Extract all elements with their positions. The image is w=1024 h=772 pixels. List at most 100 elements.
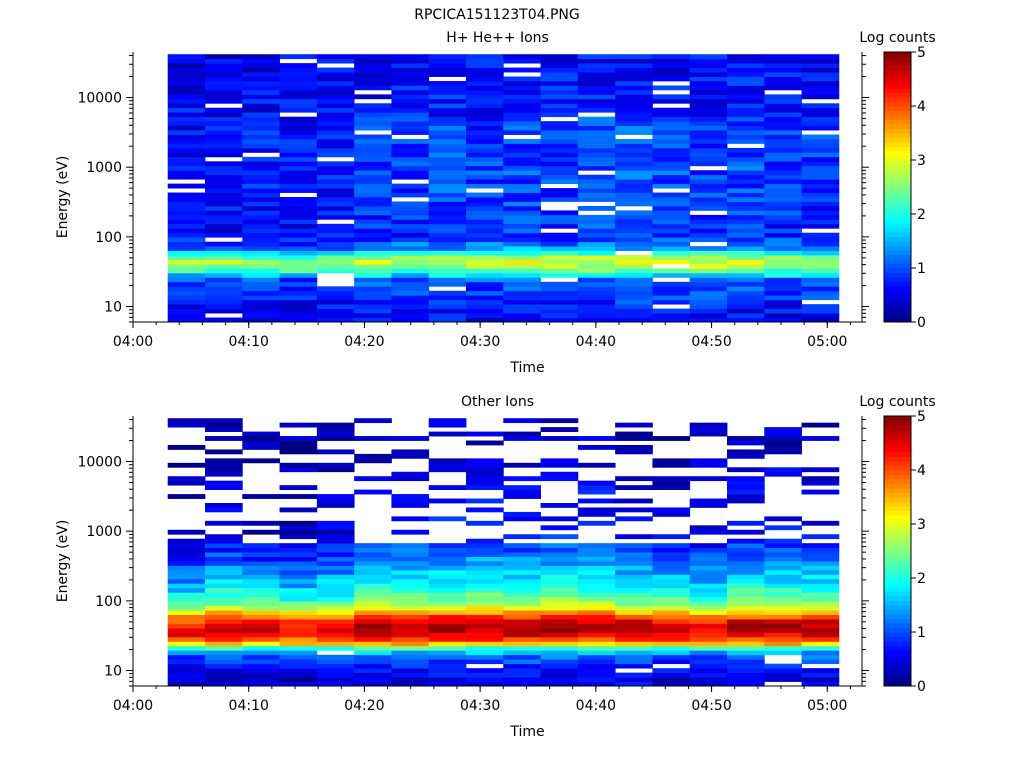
- heatmap-cell: [652, 672, 691, 678]
- heatmap-cell: [167, 614, 206, 620]
- heatmap-cell: [689, 107, 728, 113]
- heatmap-cell: [205, 422, 243, 428]
- heatmap-cell: [615, 112, 653, 118]
- colorbar-swatch: [884, 596, 911, 601]
- heatmap-cell: [279, 183, 318, 189]
- heatmap-cell: [801, 134, 840, 140]
- heatmap-cell: [279, 659, 318, 665]
- heatmap-cell: [577, 641, 616, 647]
- heatmap-cell: [391, 561, 430, 566]
- heatmap-cell: [503, 272, 541, 278]
- colorbar-tick-label: 2: [917, 571, 926, 587]
- heatmap-cell: [540, 165, 579, 171]
- heatmap-cell: [801, 259, 840, 265]
- heatmap-cell: [279, 214, 318, 220]
- heatmap-cell: [354, 672, 392, 678]
- heatmap-cell: [205, 161, 243, 167]
- heatmap-cell: [354, 170, 392, 176]
- heatmap-cell: [801, 574, 840, 580]
- heatmap-cell: [391, 76, 430, 82]
- heatmap-cell: [316, 677, 355, 682]
- heatmap-cell: [615, 107, 653, 113]
- heatmap-cell: [689, 143, 728, 149]
- heatmap-cell: [279, 63, 318, 68]
- heatmap-cell: [205, 663, 243, 669]
- heatmap-cell: [242, 529, 280, 535]
- heatmap-cell: [316, 578, 355, 584]
- heatmap-cell: [540, 58, 579, 64]
- heatmap-cell: [316, 89, 355, 95]
- heatmap-cell: [764, 139, 802, 144]
- x-axis-label: Time: [509, 724, 544, 740]
- heatmap-cell: [279, 125, 318, 131]
- heatmap-cell: [391, 170, 430, 176]
- heatmap-cell: [316, 596, 355, 602]
- colorbar-swatch: [884, 268, 911, 273]
- y-tick-label: 1000: [86, 524, 122, 540]
- heatmap-cell: [466, 179, 504, 185]
- heatmap-cell: [354, 103, 392, 109]
- heatmap-cell: [577, 263, 616, 269]
- heatmap-cell: [316, 601, 355, 607]
- heatmap-cell: [689, 431, 728, 437]
- heatmap-cell: [242, 308, 280, 314]
- colorbar-swatch: [884, 632, 911, 637]
- heatmap-cell: [279, 259, 318, 265]
- heatmap-cell: [764, 188, 802, 193]
- heatmap-cell: [466, 480, 504, 486]
- heatmap-cell: [577, 179, 616, 185]
- heatmap-cell: [689, 422, 728, 428]
- heatmap-cell: [242, 156, 280, 162]
- heatmap-cell: [577, 237, 616, 243]
- heatmap-cell: [428, 152, 467, 158]
- heatmap-cell: [354, 668, 392, 674]
- heatmap-cell: [279, 574, 318, 580]
- heatmap-cell: [242, 299, 280, 305]
- heatmap-cell: [577, 498, 616, 504]
- heatmap-cell: [466, 80, 504, 86]
- heatmap-cell: [801, 286, 840, 292]
- heatmap-cell: [242, 663, 280, 669]
- heatmap-cell: [428, 422, 467, 428]
- heatmap-cell: [205, 480, 243, 486]
- heatmap-cell: [428, 277, 467, 283]
- heatmap-cell: [540, 112, 579, 118]
- heatmap-cell: [316, 290, 355, 296]
- heatmap-cell: [242, 277, 280, 283]
- y-tick-label: 100: [95, 594, 122, 610]
- heatmap-cell: [279, 89, 318, 95]
- heatmap-cell: [354, 489, 392, 495]
- heatmap-cell: [615, 543, 653, 549]
- heatmap-cell: [316, 116, 355, 122]
- heatmap-cell: [242, 520, 280, 526]
- colorbar-swatch: [884, 425, 911, 430]
- heatmap-cell: [503, 431, 541, 437]
- heatmap-cell: [689, 250, 728, 256]
- heatmap-cell: [205, 89, 243, 95]
- heatmap-cell: [689, 574, 728, 580]
- colorbar-swatch: [884, 110, 911, 116]
- heatmap-cell: [540, 152, 579, 158]
- heatmap-cell: [577, 444, 616, 450]
- heatmap-cell: [727, 587, 765, 593]
- colorbar-swatch: [884, 537, 911, 543]
- heatmap-cell: [466, 67, 504, 73]
- heatmap-cell: [242, 619, 280, 624]
- heatmap-cell: [577, 152, 616, 158]
- colorbar-swatch: [884, 474, 911, 480]
- heatmap-cell: [354, 552, 392, 557]
- heatmap-cell: [540, 147, 579, 153]
- heatmap-cell: [316, 681, 355, 687]
- heatmap-cell: [727, 449, 765, 455]
- heatmap-cell: [540, 592, 579, 598]
- heatmap-cell: [801, 201, 840, 207]
- heatmap-cell: [577, 668, 616, 674]
- heatmap-cell: [764, 205, 802, 211]
- heatmap-cell: [391, 237, 430, 243]
- heatmap-cell: [316, 659, 355, 665]
- heatmap-cell: [167, 205, 206, 211]
- heatmap-cell: [540, 67, 579, 73]
- heatmap-cell: [354, 246, 392, 251]
- heatmap-cell: [764, 143, 802, 149]
